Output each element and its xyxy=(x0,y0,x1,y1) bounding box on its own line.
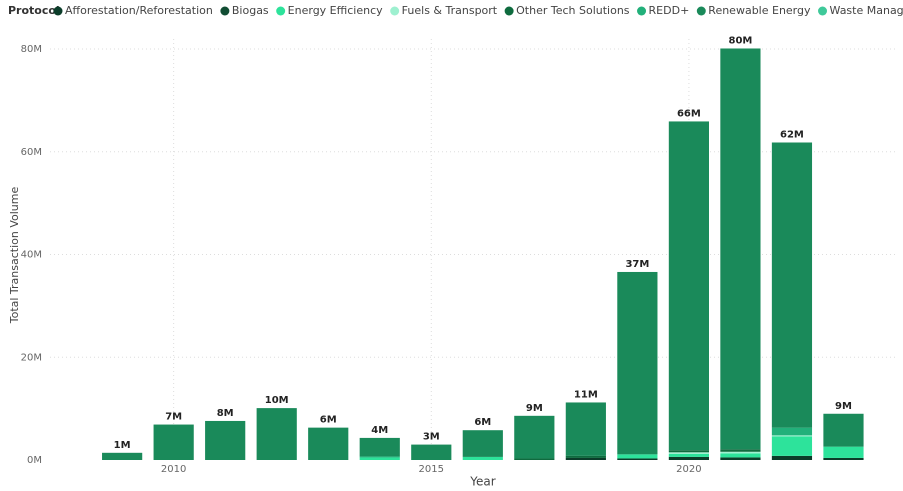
legend-swatch xyxy=(220,6,230,16)
x-tick-label: 2010 xyxy=(161,464,186,475)
total-label: 6M xyxy=(320,415,337,426)
legend-swatch xyxy=(637,6,647,16)
legend-title: Protocol xyxy=(8,4,60,17)
total-label: 4M xyxy=(371,425,388,436)
bar-segment xyxy=(823,457,864,460)
y-tick-label: 40M xyxy=(21,250,42,261)
legend-label: Fuels & Transport xyxy=(402,4,498,17)
legend-item[interactable]: Waste Management xyxy=(818,4,903,17)
bar-segment xyxy=(617,454,658,459)
legend: Afforestation/Reforestation Biogas Energy … xyxy=(53,4,903,17)
total-label: 66M xyxy=(677,108,701,119)
bar-segment xyxy=(771,436,813,456)
legend-item[interactable]: Fuels & Transport xyxy=(390,4,498,17)
legend-item[interactable]: Afforestation/Reforestation xyxy=(53,4,213,17)
legend-swatch xyxy=(696,6,706,16)
legend-item[interactable]: REDD+ xyxy=(637,4,689,17)
bar-segment xyxy=(668,452,709,454)
legend-label: Other Tech Solutions xyxy=(516,4,630,17)
bar-segment xyxy=(256,408,297,460)
total-label: 9M xyxy=(526,403,543,414)
total-label: 7M xyxy=(165,412,182,423)
y-tick-label: 60M xyxy=(21,147,42,158)
bar-segment xyxy=(565,457,606,460)
legend-item[interactable]: Other Tech Solutions xyxy=(504,4,630,17)
bar-segment xyxy=(720,457,761,460)
x-tick-label: 2020 xyxy=(676,464,701,475)
total-label: 1M xyxy=(114,440,131,451)
total-label: 62M xyxy=(780,130,804,141)
total-label: 10M xyxy=(265,395,289,406)
bar-segment xyxy=(462,430,503,457)
bar-segment xyxy=(771,142,813,428)
bar-segment xyxy=(720,48,761,450)
bar-segment xyxy=(359,456,400,458)
y-tick-label: 20M xyxy=(21,352,42,363)
bar-segment xyxy=(565,402,606,456)
bar-segment xyxy=(668,456,709,460)
bar-segment xyxy=(668,450,709,453)
legend-swatch xyxy=(53,6,63,16)
legend-label: Waste Management xyxy=(830,4,903,17)
y-axis-title: Total Transaction Volume xyxy=(8,187,21,325)
x-tick-label: 2015 xyxy=(419,464,444,475)
bar-segment xyxy=(359,457,400,460)
bar-segment xyxy=(720,449,761,452)
bar-segment xyxy=(823,446,864,458)
bar-segment xyxy=(720,453,761,458)
bar-segment xyxy=(617,458,658,460)
legend-label: Afforestation/Reforestation xyxy=(65,4,213,17)
legend-label: Renewable Energy xyxy=(708,4,811,17)
bar-segment xyxy=(771,435,813,437)
bar-segment xyxy=(411,444,452,460)
total-label: 3M xyxy=(423,432,440,443)
bar-segment xyxy=(668,121,709,451)
bar-segment xyxy=(359,437,400,457)
bar-segment xyxy=(462,456,503,460)
legend-swatch xyxy=(818,6,828,16)
total-label: 11M xyxy=(574,389,598,400)
bar-segment xyxy=(514,458,555,460)
bar-segment xyxy=(308,427,349,460)
x-axis-title: Year xyxy=(469,475,495,489)
total-label: 80M xyxy=(728,35,752,46)
bar-segment xyxy=(565,455,606,458)
legend-label: REDD+ xyxy=(649,4,690,17)
total-label: 6M xyxy=(474,417,491,428)
bar-segment xyxy=(617,271,658,455)
total-label: 8M xyxy=(217,408,234,419)
legend-item[interactable]: Renewable Energy xyxy=(696,4,811,17)
bar-segment xyxy=(771,455,813,460)
legend-swatch xyxy=(276,6,286,16)
bar-segment xyxy=(771,427,813,436)
legend-swatch xyxy=(390,6,400,16)
legend-label: Biogas xyxy=(232,4,269,17)
bar-segment xyxy=(205,420,246,460)
y-tick-label: 80M xyxy=(21,44,42,55)
total-label: 9M xyxy=(835,401,852,412)
bar-segment xyxy=(823,413,864,447)
bar-segment xyxy=(720,451,761,454)
bar-segment xyxy=(102,452,143,460)
total-label: 37M xyxy=(625,259,649,270)
bar-segment xyxy=(153,424,194,460)
y-tick-label: 0M xyxy=(27,455,42,466)
bar-segment xyxy=(668,453,709,457)
legend-label: Energy Efficiency xyxy=(288,4,383,17)
legend-item[interactable]: Energy Efficiency xyxy=(276,4,383,17)
bar-segment xyxy=(514,415,555,459)
legend-item[interactable]: Biogas xyxy=(220,4,269,17)
legend-swatch xyxy=(504,6,514,16)
